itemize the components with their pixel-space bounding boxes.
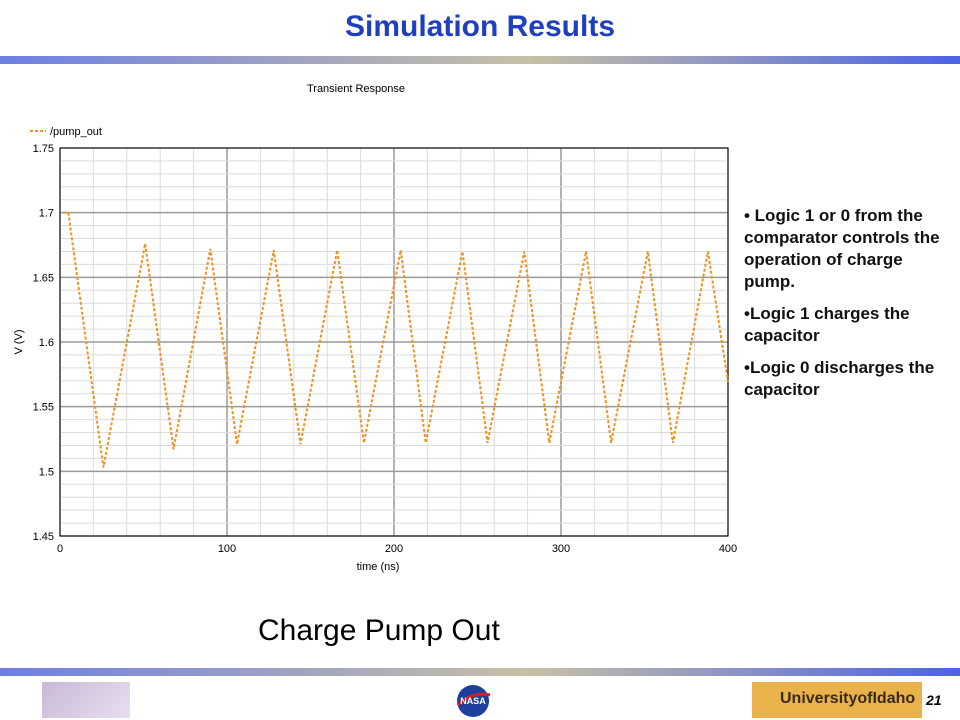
svg-text:NASA: NASA	[460, 696, 486, 706]
bullet-item: • Logic 1 or 0 from the comparator contr…	[744, 206, 940, 291]
grid	[59, 147, 729, 537]
y-tick-label: 1.55	[33, 402, 54, 414]
pump-out-series-line	[63, 211, 729, 468]
y-tick-label: 1.6	[39, 337, 54, 349]
chart-caption: Charge Pump Out	[258, 614, 500, 647]
x-tick-label: 100	[218, 543, 236, 555]
legend-label: /pump_out	[50, 126, 102, 138]
x-tick-label: 400	[719, 543, 737, 555]
bullet-list: • Logic 1 or 0 from the comparator contr…	[744, 205, 954, 411]
x-tick-label: 200	[385, 543, 403, 555]
top-divider-bar	[0, 56, 960, 64]
y-tick-label: 1.5	[39, 466, 54, 478]
y-tick-label: 1.7	[39, 208, 54, 220]
y-tick-label: 1.45	[33, 531, 54, 543]
mrci-logo	[42, 682, 130, 718]
slide-title: Simulation Results	[344, 10, 616, 43]
university-of-idaho-logo	[752, 682, 922, 718]
legend: /pump_out	[30, 126, 102, 138]
bullet-item: •Logic 0 discharges the capacitor	[744, 358, 935, 399]
x-tick-label: 0	[57, 543, 63, 555]
x-axis-label: time (ns)	[357, 561, 400, 573]
y-tick-label: 1.75	[33, 143, 54, 155]
bullet-item: •Logic 1 charges the capacitor	[744, 304, 910, 345]
plot-frame	[59, 147, 729, 537]
transient-response-chart: Transient Response /pump_out 1.45 1.5 1.55…	[13, 83, 737, 573]
chart-title: Transient Response	[307, 83, 405, 95]
x-tick-label: 300	[552, 543, 570, 555]
y-tick-labels: 1.45 1.5 1.55 1.6 1.65 1.7 1.75	[33, 143, 54, 543]
page-number: 21	[926, 692, 942, 708]
university-of-idaho-text: UniversityofIdaho	[780, 690, 916, 707]
x-tick-labels: 0 100 200 300 400	[57, 543, 737, 555]
bottom-divider-bar	[0, 668, 960, 676]
nasa-logo-icon: NASA	[456, 685, 491, 717]
y-axis-label: V (V)	[13, 329, 25, 354]
y-tick-label: 1.65	[33, 272, 54, 284]
